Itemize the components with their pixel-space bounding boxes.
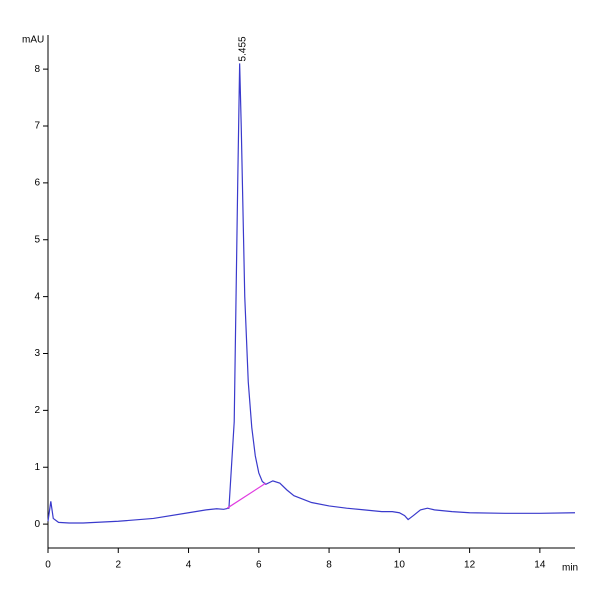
x-tick-label: 12 <box>464 560 476 571</box>
x-tick-label: 4 <box>186 560 192 571</box>
peak-label: 5.455 <box>237 36 248 61</box>
baseline <box>226 482 267 509</box>
y-tick-label: 3 <box>34 348 40 359</box>
y-tick-label: 4 <box>34 291 40 302</box>
y-axis-label: mAU <box>22 35 44 46</box>
x-tick-label: 8 <box>326 560 332 571</box>
y-tick-label: 8 <box>34 64 40 75</box>
x-tick-label: 0 <box>45 560 51 571</box>
y-tick-label: 0 <box>34 519 40 530</box>
trace <box>47 63 576 524</box>
y-tick-label: 1 <box>34 462 40 473</box>
y-tick-label: 5 <box>34 234 40 245</box>
x-axis-label: min <box>562 563 578 574</box>
y-tick-label: 2 <box>34 405 40 416</box>
x-tick-label: 2 <box>115 560 121 571</box>
x-tick-label: 10 <box>394 560 406 571</box>
y-tick-label: 6 <box>34 178 40 189</box>
y-tick-label: 7 <box>34 121 40 132</box>
x-tick-label: 6 <box>256 560 262 571</box>
x-tick-label: 14 <box>534 560 546 571</box>
